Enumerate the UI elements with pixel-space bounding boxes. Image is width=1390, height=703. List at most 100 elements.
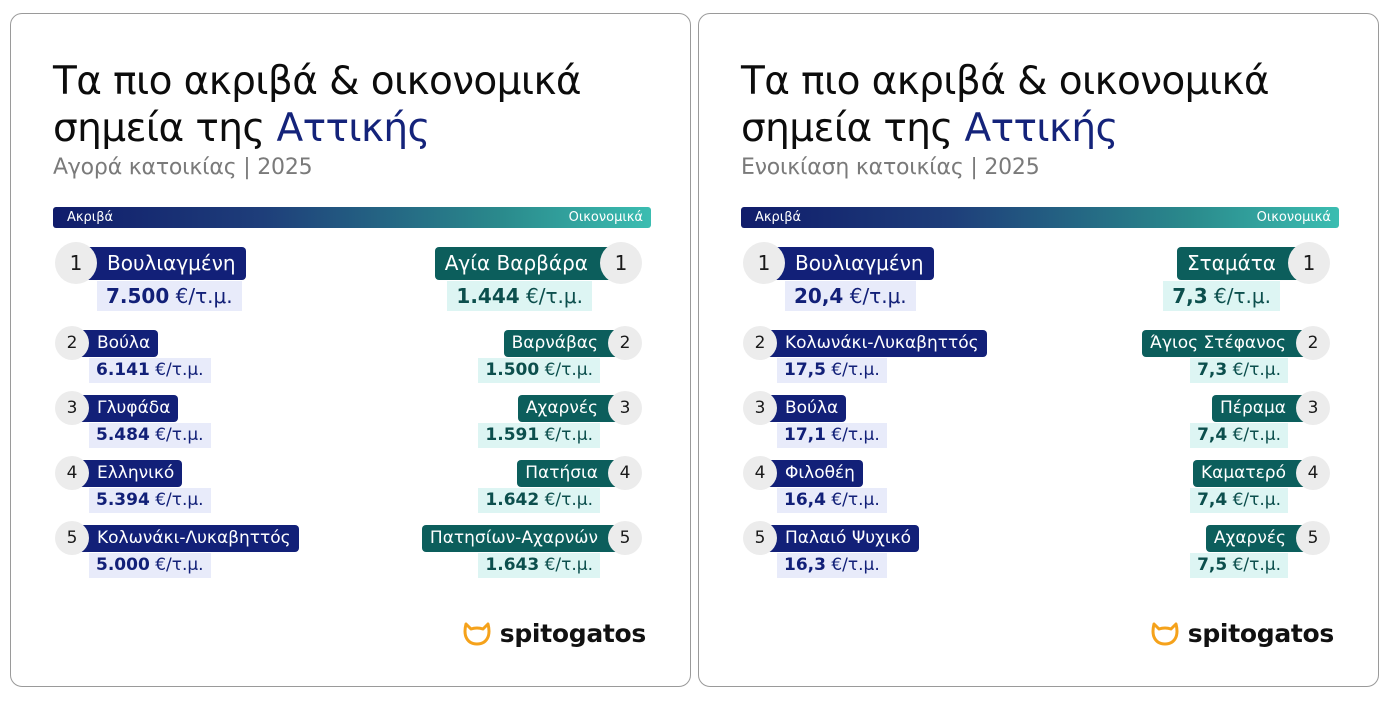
price-value: 7.500 xyxy=(106,283,170,308)
price-value: 1.444 xyxy=(456,283,520,308)
price-value: 17,1 xyxy=(784,424,826,445)
scale-label-affordable: Οικονομικά xyxy=(1256,210,1331,225)
expensive-location-tag: Κολωνάκι-Λυκαβηττός xyxy=(77,524,299,552)
price-unit: €/τ.μ. xyxy=(1232,424,1281,445)
affordable-rank-2: 2 xyxy=(608,326,642,360)
expensive-price-chip: 17,5 €/τ.μ. xyxy=(777,357,887,383)
price-value: 16,4 xyxy=(784,489,826,510)
affordable-price-chip: 1.642 €/τ.μ. xyxy=(478,487,600,513)
expensive-location-tag: Βούλα xyxy=(765,394,847,422)
price-unit: €/τ.μ. xyxy=(849,283,907,308)
card-subtitle: Ενοικίαση κατοικίας | 2025 xyxy=(741,155,1040,180)
title-line-2-prefix: σημεία της xyxy=(741,106,965,151)
expensive-rank-1: 1 xyxy=(743,242,785,284)
affordable-price-chip: 7,5 €/τ.μ. xyxy=(1190,552,1288,578)
price-unit: €/τ.μ. xyxy=(155,554,204,575)
expensive-location-tag: Παλαιό Ψυχικό xyxy=(765,524,920,552)
card-title: Τα πιο ακριβά & οικονομικά σημεία της Ατ… xyxy=(741,58,1341,152)
affordable-location-tag: Σταμάτα xyxy=(1177,246,1300,280)
price-unit: €/τ.μ. xyxy=(155,424,204,445)
price-value: 17,5 xyxy=(784,359,826,380)
price-unit: €/τ.μ. xyxy=(1232,554,1281,575)
price-value: 1.642 xyxy=(485,489,540,510)
gradient-scale-bar: Ακριβά Οικονομικά xyxy=(741,207,1339,228)
expensive-price-chip: 20,4 €/τ.μ. xyxy=(785,280,916,311)
brand-name: spitogatos xyxy=(1187,618,1335,648)
expensive-rank-3: 3 xyxy=(55,391,89,425)
title-highlight: Αττικής xyxy=(276,106,431,151)
affordable-rank-4: 4 xyxy=(1296,456,1330,490)
price-unit: €/τ.μ. xyxy=(831,554,880,575)
price-value: 1.591 xyxy=(485,424,540,445)
price-unit: €/τ.μ. xyxy=(526,283,583,308)
affordable-rank-1: 1 xyxy=(600,242,642,284)
expensive-price-chip: 6.141 €/τ.μ. xyxy=(89,357,211,383)
title-highlight: Αττικής xyxy=(964,106,1119,151)
affordable-location-tag: Πέραμα xyxy=(1212,394,1308,422)
affordable-location-tag: Άγιος Στέφανος xyxy=(1142,329,1308,357)
price-value: 7,3 xyxy=(1172,283,1208,308)
price-value: 7,4 xyxy=(1197,489,1228,510)
price-unit: €/τ.μ. xyxy=(1232,489,1281,510)
buy-card: Τα πιο ακριβά & οικονομικά σημεία της Ατ… xyxy=(10,13,691,687)
expensive-location-tag: Γλυφάδα xyxy=(77,394,179,422)
affordable-location-tag: Βαρνάβας xyxy=(503,329,620,357)
scale-label-expensive: Ακριβά xyxy=(755,210,802,225)
price-value: 6.141 xyxy=(96,359,150,380)
price-value: 1.643 xyxy=(485,554,540,575)
expensive-rank-2: 2 xyxy=(743,326,777,360)
price-unit: €/τ.μ. xyxy=(1232,359,1281,380)
cat-head-icon xyxy=(1151,622,1179,646)
brand-name: spitogatos xyxy=(499,618,647,648)
affordable-rank-5: 5 xyxy=(608,521,642,555)
affordable-rank-3: 3 xyxy=(608,391,642,425)
affordable-price-chip: 7,3 €/τ.μ. xyxy=(1163,280,1280,311)
expensive-rank-5: 5 xyxy=(55,521,89,555)
expensive-rank-5: 5 xyxy=(743,521,777,555)
expensive-rank-4: 4 xyxy=(55,456,89,490)
affordable-rank-5: 5 xyxy=(1296,521,1330,555)
price-value: 7,4 xyxy=(1197,424,1228,445)
title-line-2-prefix: σημεία της xyxy=(53,106,277,151)
affordable-rank-1: 1 xyxy=(1288,242,1330,284)
price-unit: €/τ.μ. xyxy=(831,359,880,380)
price-unit: €/τ.μ. xyxy=(544,489,593,510)
affordable-price-chip: 1.444 €/τ.μ. xyxy=(447,280,592,311)
price-unit: €/τ.μ. xyxy=(544,554,593,575)
expensive-location-tag: Κολωνάκι-Λυκαβηττός xyxy=(765,329,987,357)
expensive-price-chip: 16,3 €/τ.μ. xyxy=(777,552,887,578)
expensive-location-tag: Ελληνικό xyxy=(77,459,183,487)
brand-logo: spitogatos xyxy=(462,616,646,650)
affordable-rank-4: 4 xyxy=(608,456,642,490)
expensive-location-tag: Βουλιαγμένη xyxy=(85,246,246,280)
price-value: 5.000 xyxy=(96,554,150,575)
price-unit: €/τ.μ. xyxy=(155,489,204,510)
affordable-location-tag: Πατησίων-Αχαρνών xyxy=(421,524,620,552)
scale-label-affordable: Οικονομικά xyxy=(568,210,643,225)
price-unit: €/τ.μ. xyxy=(155,359,204,380)
price-unit: €/τ.μ. xyxy=(175,283,233,308)
expensive-location-tag: Βουλιαγμένη xyxy=(773,246,934,280)
brand-logo: spitogatos xyxy=(1150,616,1334,650)
affordable-price-chip: 1.591 €/τ.μ. xyxy=(478,422,600,448)
price-value: 1.500 xyxy=(485,359,540,380)
expensive-price-chip: 5.484 €/τ.μ. xyxy=(89,422,211,448)
scale-label-expensive: Ακριβά xyxy=(67,210,114,225)
expensive-rank-3: 3 xyxy=(743,391,777,425)
price-unit: €/τ.μ. xyxy=(544,359,593,380)
expensive-price-chip: 16,4 €/τ.μ. xyxy=(777,487,887,513)
title-line-1: Τα πιο ακριβά & οικονομικά xyxy=(741,59,1270,104)
price-value: 7,5 xyxy=(1197,554,1228,575)
expensive-price-chip: 7.500 €/τ.μ. xyxy=(97,280,242,311)
price-value: 7,3 xyxy=(1197,359,1228,380)
card-title: Τα πιο ακριβά & οικονομικά σημεία της Ατ… xyxy=(53,58,653,152)
expensive-rank-1: 1 xyxy=(55,242,97,284)
gradient-scale-bar: Ακριβά Οικονομικά xyxy=(53,207,651,228)
affordable-location-tag: Αχαρνές xyxy=(1205,524,1308,552)
affordable-location-tag: Καματερό xyxy=(1193,459,1308,487)
card-subtitle: Αγορά κατοικίας | 2025 xyxy=(53,155,313,180)
expensive-rank-4: 4 xyxy=(743,456,777,490)
affordable-price-chip: 7,3 €/τ.μ. xyxy=(1190,357,1288,383)
title-line-1: Τα πιο ακριβά & οικονομικά xyxy=(53,59,582,104)
affordable-location-tag: Αχαρνές xyxy=(517,394,620,422)
